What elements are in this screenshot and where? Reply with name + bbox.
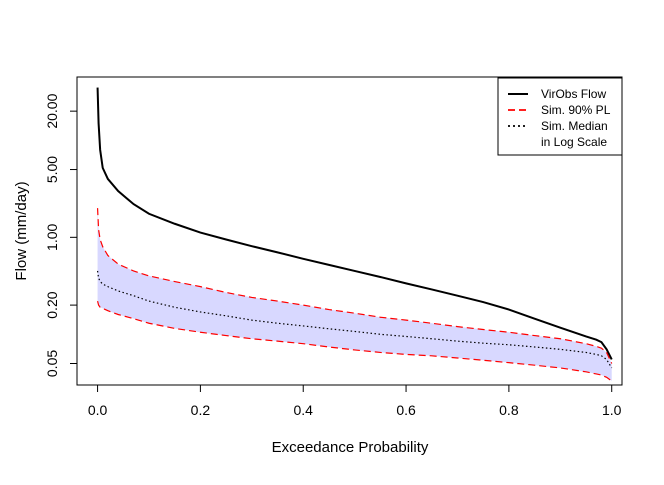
prediction-band — [97, 208, 612, 381]
y-axis-title: Flow (mm/day) — [13, 181, 30, 280]
plot-area — [96, 87, 613, 382]
x-tick-label: 0.2 — [191, 402, 211, 418]
legend-label: VirObs Flow — [541, 87, 606, 101]
series-line-1 — [96, 208, 613, 364]
x-axis: 0.0 0.2 0.4 0.6 0.8 1.0 — [88, 384, 622, 418]
legend-label: Sim. Median in Log Scale — [541, 119, 608, 149]
legend: VirObs Flow Sim. 90% PL Sim. Median in Log … — [497, 77, 623, 156]
y-tick-label: 0.20 — [44, 291, 60, 318]
y-tick-label: 0.05 — [44, 350, 60, 377]
x-tick-label: 0.8 — [499, 402, 519, 418]
y-tick-label: 1.00 — [44, 223, 60, 250]
series-line-2 — [96, 300, 613, 382]
x-tick-label: 0.0 — [88, 402, 108, 418]
legend-label: Sim. 90% PL — [541, 103, 611, 117]
x-tick-label: 0.6 — [396, 402, 416, 418]
x-tick-label: 1.0 — [602, 402, 622, 418]
legend-box — [497, 77, 623, 156]
series-line-0 — [96, 87, 613, 360]
x-axis-title: Exceedance Probability — [272, 439, 429, 456]
y-tick-label: 5.00 — [44, 156, 60, 183]
y-tick-label: 20.00 — [44, 93, 60, 128]
x-tick-label: 0.4 — [293, 402, 313, 418]
y-axis: 0.05 0.20 1.00 5.00 20.00 — [44, 93, 78, 377]
